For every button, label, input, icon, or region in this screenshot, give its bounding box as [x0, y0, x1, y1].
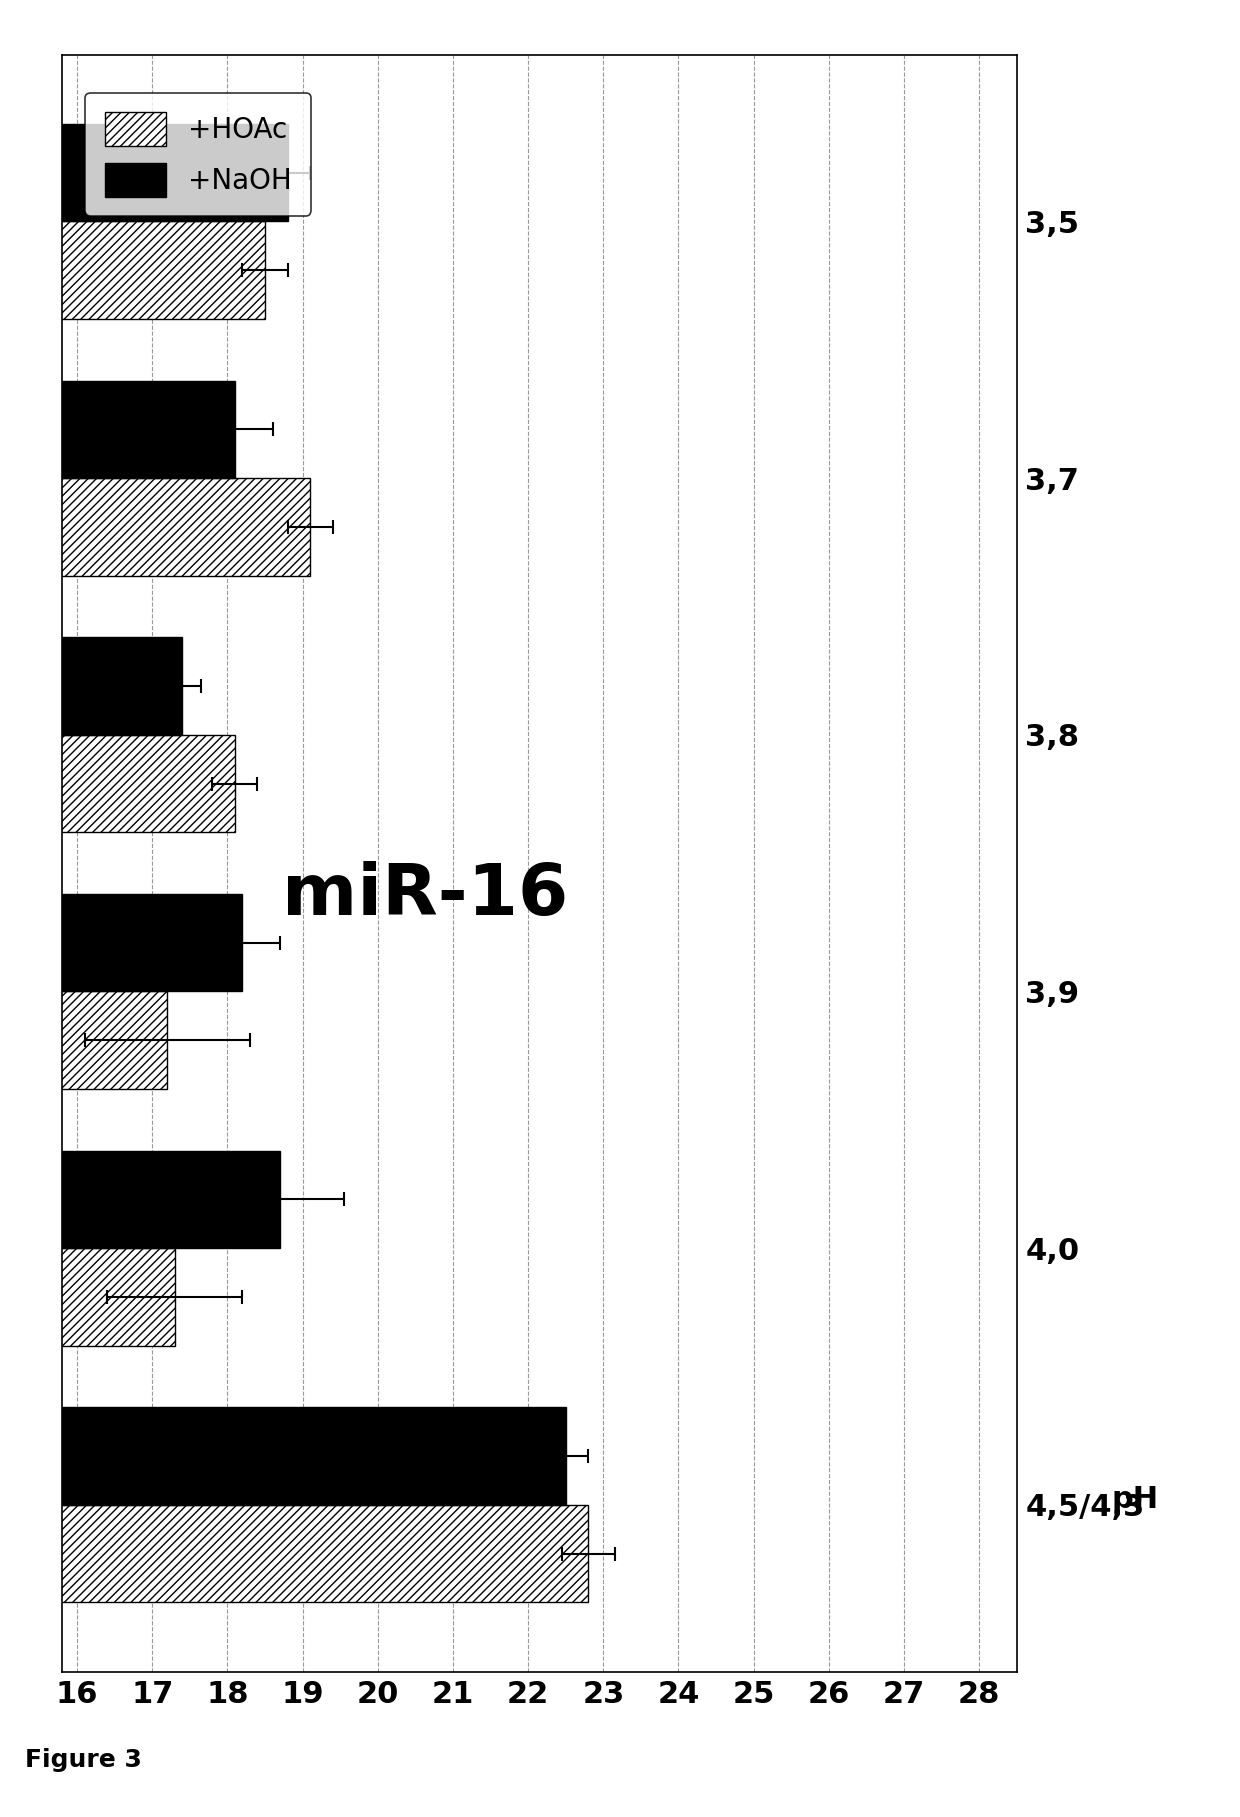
Bar [0, 1504, 588, 1603]
Legend: +HOAc, +NaOH: +HOAc, +NaOH [86, 93, 311, 216]
Text: miR-16: miR-16 [281, 861, 568, 930]
Bar [0, 380, 234, 478]
Text: pH: pH [1111, 1484, 1158, 1514]
Bar [0, 992, 167, 1088]
Bar [0, 1406, 565, 1504]
Bar [0, 478, 310, 576]
Bar [0, 638, 182, 734]
Bar [0, 894, 243, 992]
Bar [0, 124, 288, 222]
Bar [0, 1248, 175, 1346]
Bar [0, 1150, 280, 1248]
Bar [0, 222, 265, 320]
Bar [0, 734, 234, 832]
Text: Figure 3: Figure 3 [25, 1748, 141, 1772]
